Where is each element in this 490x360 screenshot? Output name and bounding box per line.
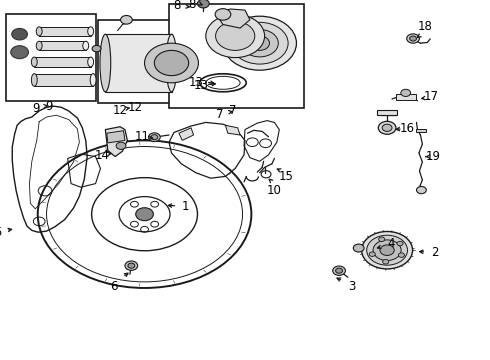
Circle shape (125, 261, 138, 270)
Text: 7: 7 (216, 108, 223, 121)
Circle shape (410, 36, 416, 41)
Text: 9: 9 (45, 100, 53, 113)
Circle shape (241, 30, 278, 57)
Circle shape (11, 46, 28, 59)
Text: 18: 18 (418, 21, 433, 33)
Circle shape (145, 43, 198, 83)
Text: 13: 13 (194, 79, 208, 92)
Circle shape (333, 266, 345, 275)
Text: 8: 8 (173, 0, 180, 12)
Polygon shape (34, 57, 91, 67)
Text: 8: 8 (188, 0, 196, 11)
Polygon shape (107, 131, 125, 143)
Circle shape (136, 208, 153, 221)
Ellipse shape (83, 41, 89, 50)
Circle shape (416, 186, 426, 194)
Circle shape (397, 241, 403, 246)
Text: 19: 19 (426, 150, 441, 163)
Circle shape (398, 253, 404, 257)
Circle shape (367, 235, 408, 265)
Text: 11: 11 (135, 130, 150, 143)
Ellipse shape (100, 34, 111, 92)
Circle shape (121, 15, 132, 24)
Ellipse shape (36, 41, 42, 50)
Circle shape (92, 45, 101, 52)
Bar (98, 20, 176, 103)
Circle shape (380, 245, 394, 256)
Text: 7: 7 (229, 104, 237, 117)
Text: 13: 13 (189, 76, 203, 89)
Text: 14: 14 (95, 149, 110, 162)
Circle shape (215, 9, 231, 20)
Circle shape (373, 240, 401, 261)
Circle shape (378, 121, 396, 134)
Text: 10: 10 (267, 184, 282, 197)
Bar (6, 14, 96, 101)
Circle shape (401, 89, 411, 96)
Circle shape (369, 252, 375, 256)
Circle shape (231, 22, 288, 64)
Ellipse shape (31, 57, 37, 67)
Ellipse shape (88, 57, 94, 67)
Polygon shape (34, 74, 93, 86)
Polygon shape (416, 129, 426, 132)
Text: 12: 12 (113, 104, 128, 117)
Circle shape (383, 260, 389, 264)
Circle shape (353, 244, 364, 252)
Circle shape (379, 237, 385, 242)
Text: 2: 2 (431, 246, 439, 259)
Text: 16: 16 (400, 122, 415, 135)
Ellipse shape (31, 74, 37, 86)
Ellipse shape (166, 34, 177, 92)
Ellipse shape (88, 27, 94, 36)
Text: 5: 5 (0, 226, 1, 239)
Polygon shape (105, 127, 127, 157)
Polygon shape (225, 125, 240, 135)
Polygon shape (377, 110, 397, 115)
Polygon shape (39, 27, 91, 36)
Circle shape (336, 268, 343, 273)
Polygon shape (39, 41, 86, 50)
Circle shape (128, 263, 135, 268)
Text: 6: 6 (110, 280, 118, 293)
Text: 17: 17 (423, 90, 439, 103)
Polygon shape (396, 94, 416, 100)
Polygon shape (179, 128, 194, 140)
Circle shape (407, 34, 419, 43)
Circle shape (250, 36, 270, 50)
Circle shape (197, 0, 209, 8)
Ellipse shape (90, 74, 96, 86)
Polygon shape (105, 34, 172, 92)
Circle shape (216, 22, 255, 50)
Circle shape (223, 16, 296, 70)
Ellipse shape (36, 27, 42, 36)
Text: 15: 15 (279, 170, 294, 183)
Polygon shape (216, 9, 250, 28)
Circle shape (12, 28, 27, 40)
Text: 4: 4 (387, 237, 394, 249)
Circle shape (148, 133, 160, 141)
Circle shape (116, 142, 126, 149)
Circle shape (206, 14, 265, 58)
Circle shape (362, 231, 413, 269)
Text: 1: 1 (182, 200, 190, 213)
Bar (169, 4, 304, 108)
Circle shape (151, 135, 158, 140)
Text: 9: 9 (32, 102, 39, 114)
Circle shape (154, 50, 189, 76)
Text: 12: 12 (127, 101, 142, 114)
Circle shape (382, 124, 392, 131)
Text: 3: 3 (348, 280, 355, 293)
